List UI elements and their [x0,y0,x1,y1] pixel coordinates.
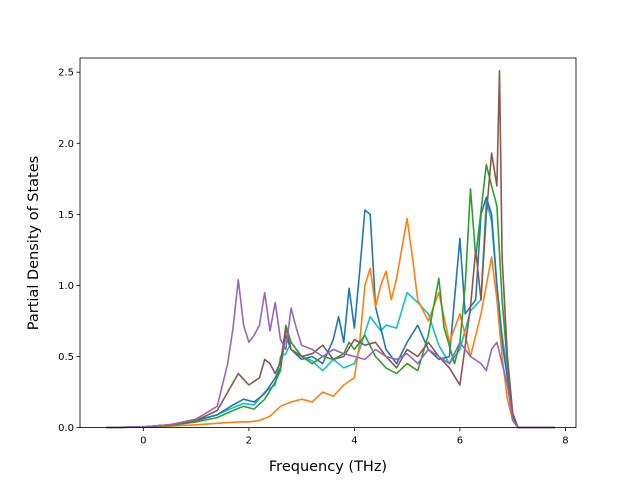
series-line-4 [106,70,555,429]
y-tick-label: 0.0 [58,423,74,434]
plot-frame [79,57,577,429]
series-line-3 [106,163,555,429]
series-line-5 [106,278,555,429]
series-line-2 [106,217,555,429]
x-axis-label: Frequency (THz) [269,459,387,475]
y-axis-ticks: 0.0 0.5 1.0 1.5 2.0 2.5 [58,68,80,434]
y-axis-label: Partial Density of States [26,156,42,330]
x-tick-label: 2 [246,436,252,447]
series-line-0 [106,199,555,429]
x-axis-ticks: 0 2 4 6 8 [140,427,569,447]
y-tick-label: 1.0 [58,281,74,292]
x-tick-label: 0 [140,436,146,447]
y-tick-label: 2.0 [58,139,74,150]
series-line-1 [106,196,555,429]
x-tick-label: 6 [457,436,463,447]
x-tick-label: 4 [351,436,357,447]
y-tick-label: 1.5 [58,210,74,221]
y-tick-label: 0.5 [58,352,74,363]
y-tick-label: 2.5 [58,68,74,79]
plot-lines [106,70,555,429]
x-tick-label: 8 [562,436,568,447]
